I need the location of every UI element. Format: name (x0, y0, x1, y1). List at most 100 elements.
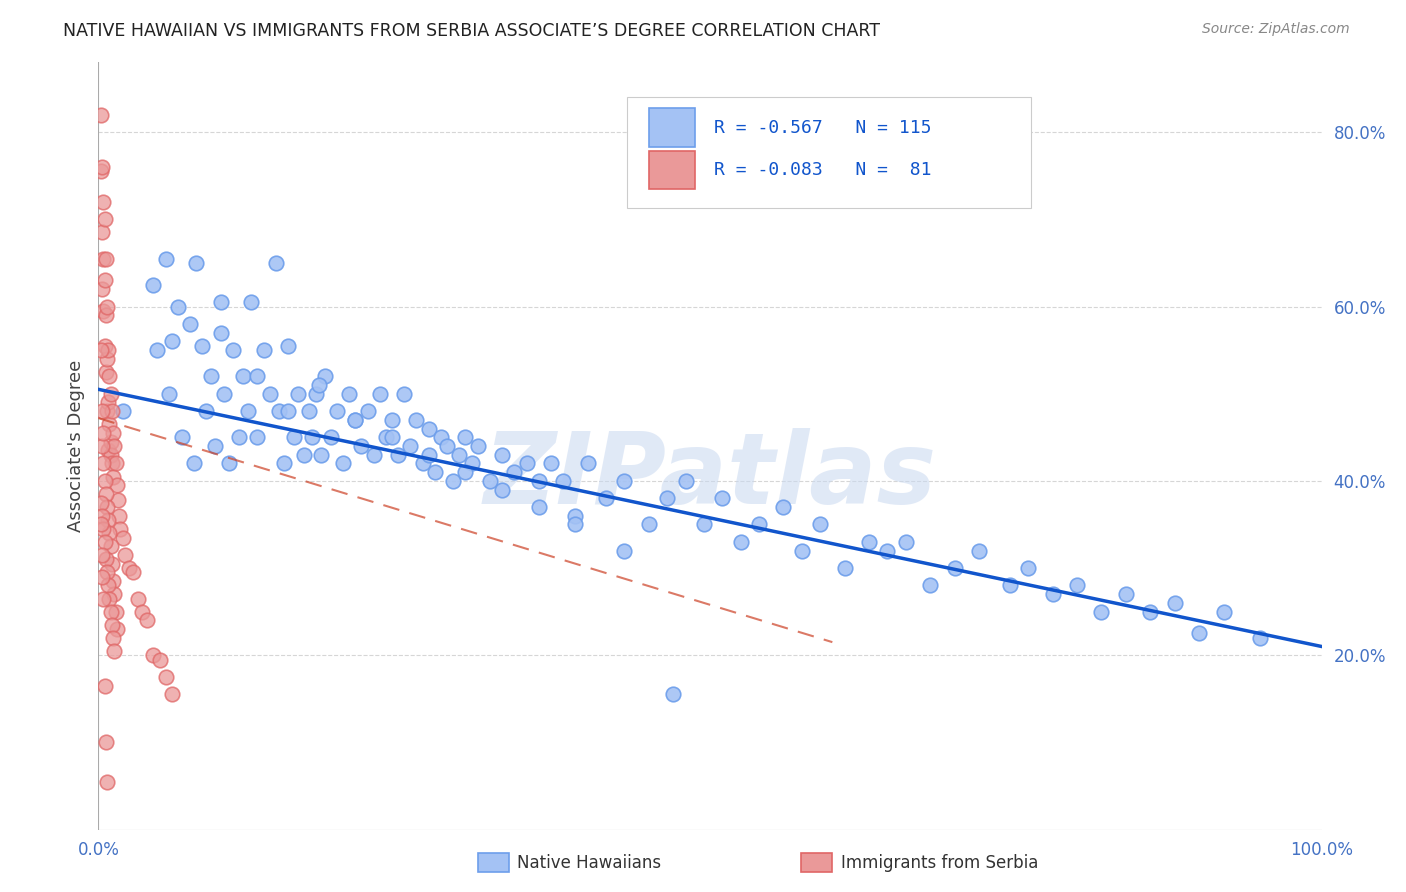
Point (277, 404, 299, 418)
Point (368, 386, 391, 401)
Point (637, 517, 661, 532)
Point (834, 561, 856, 575)
Point (100, 386, 122, 401)
Point (790, 543, 813, 558)
Point (105, 622, 128, 636)
Point (96, 566, 118, 580)
Point (98, 417, 121, 432)
Point (96, 300, 118, 314)
Point (920, 578, 942, 592)
Point (91, 160, 114, 174)
Point (104, 457, 127, 471)
Point (381, 430, 404, 444)
Point (287, 386, 309, 401)
Point (808, 517, 831, 532)
Point (104, 605, 127, 619)
Point (675, 474, 697, 488)
Point (136, 613, 159, 627)
Point (108, 508, 131, 523)
Point (730, 534, 752, 549)
Point (564, 517, 586, 532)
Point (240, 295, 263, 310)
Point (97, 513, 120, 527)
Point (309, 448, 332, 462)
Point (142, 648, 165, 663)
Point (98, 526, 121, 541)
Point (540, 457, 562, 471)
Point (454, 465, 477, 479)
Point (183, 457, 205, 471)
Point (97, 443, 120, 458)
Point (131, 605, 153, 619)
Point (943, 561, 966, 575)
Point (94, 487, 117, 501)
Point (301, 430, 323, 444)
Point (1139, 605, 1161, 619)
Point (91, 194, 114, 209)
Point (503, 465, 526, 479)
Point (246, 369, 269, 384)
Point (101, 557, 124, 571)
Point (155, 252, 177, 266)
Point (100, 605, 122, 619)
Point (94, 735, 117, 749)
Point (711, 491, 734, 506)
Point (200, 369, 222, 384)
Point (772, 500, 794, 514)
Point (91, 226, 114, 240)
Point (305, 386, 328, 401)
Point (195, 404, 218, 418)
Point (1042, 587, 1064, 601)
Point (96, 351, 118, 366)
Point (93, 339, 115, 353)
Point (155, 670, 177, 684)
Point (858, 534, 880, 549)
Point (1115, 587, 1137, 601)
Point (94, 308, 117, 322)
Point (101, 574, 124, 588)
FancyBboxPatch shape (648, 109, 696, 147)
Text: NATIVE HAWAIIAN VS IMMIGRANTS FROM SERBIA ASSOCIATE’S DEGREE CORRELATION CHART: NATIVE HAWAIIAN VS IMMIGRANTS FROM SERBI… (63, 22, 880, 40)
Point (454, 430, 477, 444)
Point (332, 457, 354, 471)
Point (100, 448, 122, 462)
Point (1164, 596, 1187, 610)
Point (97, 395, 120, 409)
Point (103, 644, 125, 658)
Point (232, 369, 254, 384)
Point (93, 273, 115, 287)
Point (107, 493, 129, 508)
Point (96, 500, 118, 514)
Point (93, 679, 115, 693)
Point (149, 652, 172, 666)
Text: R = -0.567   N = 115: R = -0.567 N = 115 (714, 119, 931, 136)
Point (876, 543, 898, 558)
Point (273, 457, 295, 471)
Point (98, 591, 121, 606)
Point (111, 404, 134, 418)
Point (449, 448, 471, 462)
Point (146, 343, 169, 357)
Point (998, 578, 1021, 592)
Point (191, 339, 214, 353)
Point (142, 277, 165, 292)
Point (662, 688, 685, 702)
Point (1066, 578, 1088, 592)
Point (91, 252, 114, 266)
Point (101, 425, 124, 440)
Point (94, 552, 117, 566)
Point (103, 587, 125, 601)
Point (100, 539, 122, 553)
Point (399, 439, 422, 453)
Point (298, 404, 321, 418)
Point (319, 430, 342, 444)
Point (246, 430, 269, 444)
Point (436, 439, 458, 453)
Point (179, 317, 201, 331)
Point (209, 295, 232, 310)
Point (90, 496, 112, 510)
Point (374, 430, 396, 444)
Point (91, 570, 114, 584)
Point (110, 522, 132, 536)
Point (748, 517, 770, 532)
